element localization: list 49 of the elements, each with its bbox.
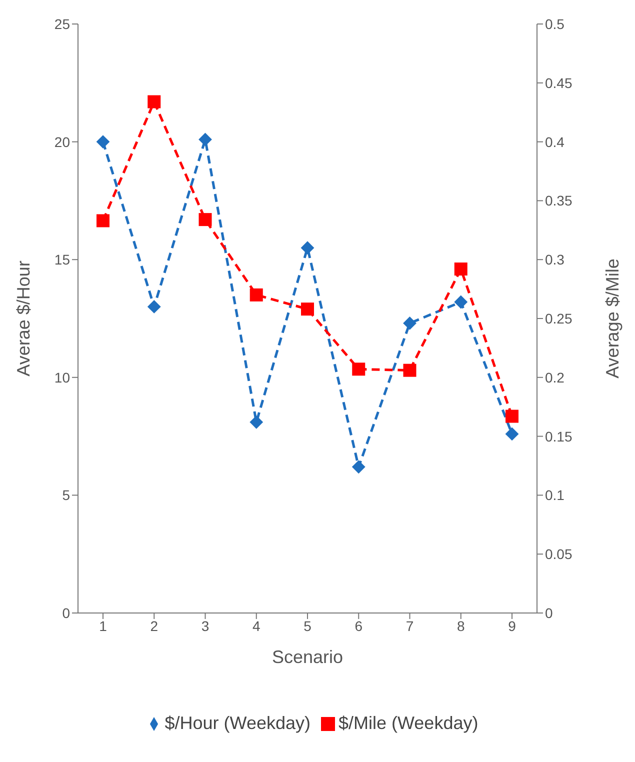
point (198, 132, 212, 146)
x-tick-label: 4 (252, 618, 260, 634)
y2-tick-label: 0.4 (545, 134, 565, 150)
y-tick-label: 10 (54, 369, 70, 386)
y-tick-label: 15 (54, 252, 70, 268)
y-tick-label: 5 (62, 487, 70, 504)
x-tick-label: 7 (406, 618, 414, 634)
x-tick-label: 6 (354, 618, 363, 634)
point (403, 316, 416, 330)
y-axis-title: Averae $/Hour (13, 260, 34, 376)
x-tick-label: 9 (508, 618, 516, 634)
point (352, 460, 366, 474)
y2-axis-title: Average $/Mile (602, 258, 622, 378)
y-tick-label: 0 (62, 604, 70, 621)
y-tick-label: 20 (54, 134, 70, 150)
y2-tick-label: 0 (545, 604, 553, 621)
x-tick-label: 1 (99, 618, 108, 634)
legend-label: $/Hour (Weekday) (164, 713, 310, 733)
point (506, 427, 518, 440)
y2-tick-label: 0.05 (545, 546, 572, 562)
x-tick-label: 3 (201, 618, 210, 634)
point (301, 302, 314, 316)
y2-tick-label: 0.45 (545, 74, 572, 91)
x-tick-label: 5 (304, 618, 312, 634)
y2-tick-label: 0.35 (545, 192, 572, 209)
y2-tick-label: 0.15 (545, 428, 572, 444)
y2-tick-label: 0.2 (545, 369, 565, 386)
y2-tick-label: 0.1 (545, 487, 565, 504)
point (96, 135, 110, 148)
x-tick-label: 8 (456, 618, 465, 634)
x-tick-label: 2 (150, 618, 158, 634)
point (454, 296, 468, 309)
y-tick-label: 25 (54, 16, 70, 32)
point (148, 95, 161, 108)
y2-tick-label: 0.25 (545, 310, 572, 326)
point (198, 213, 212, 226)
x-axis-title: Scenario (272, 647, 344, 667)
y2-tick-label: 0.5 (545, 16, 565, 32)
point (250, 288, 263, 302)
point (506, 410, 518, 423)
point (250, 416, 263, 429)
point (96, 214, 110, 228)
point (352, 362, 366, 376)
point (454, 262, 468, 276)
point (148, 300, 161, 314)
legend-label: $/Mile (Weekday) (338, 713, 478, 733)
point (301, 241, 314, 254)
y2-tick-label: 0.3 (545, 252, 565, 268)
point (403, 364, 416, 377)
